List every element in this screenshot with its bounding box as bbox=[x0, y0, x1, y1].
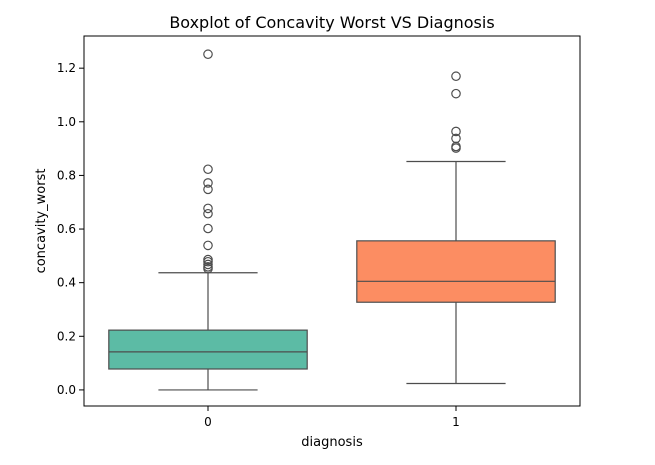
y-axis: 0.0 0.2 0.4 0.6 0.8 1.0 1.2 bbox=[57, 61, 84, 397]
chart-title: Boxplot of Concavity Worst VS Diagnosis bbox=[169, 13, 494, 32]
outlier-point bbox=[203, 164, 213, 175]
x-tick-label: 1 bbox=[452, 415, 460, 429]
outlier-point bbox=[203, 254, 213, 265]
x-axis-label: diagnosis bbox=[301, 435, 363, 450]
x-tick-label: 0 bbox=[204, 415, 212, 429]
outlier-point bbox=[203, 184, 213, 195]
box-group-1 bbox=[356, 71, 556, 385]
y-axis-label: concavity_worst bbox=[34, 169, 49, 274]
box bbox=[356, 240, 556, 303]
y-tick-label: 1.0 bbox=[57, 115, 76, 129]
outlier-point bbox=[203, 223, 213, 234]
box bbox=[108, 329, 308, 370]
outlier-point bbox=[203, 49, 213, 60]
outlier-point bbox=[203, 208, 213, 219]
outlier-point bbox=[203, 259, 213, 270]
outlier-point bbox=[451, 126, 461, 137]
box-group-0 bbox=[108, 49, 308, 391]
y-tick-label: 0.2 bbox=[57, 329, 76, 343]
outlier-point bbox=[203, 203, 213, 214]
outlier-point bbox=[451, 71, 461, 82]
outlier-point bbox=[203, 178, 213, 188]
outlier-point bbox=[203, 240, 213, 251]
y-tick-label: 0.0 bbox=[57, 383, 76, 397]
outlier-point bbox=[203, 262, 213, 272]
outlier-point bbox=[451, 133, 461, 144]
y-tick-label: 0.4 bbox=[57, 276, 76, 290]
outlier-point bbox=[451, 88, 461, 99]
y-tick-label: 0.8 bbox=[57, 168, 76, 182]
boxes bbox=[108, 49, 556, 391]
y-tick-label: 0.6 bbox=[57, 222, 76, 236]
y-tick-label: 1.2 bbox=[57, 61, 76, 75]
